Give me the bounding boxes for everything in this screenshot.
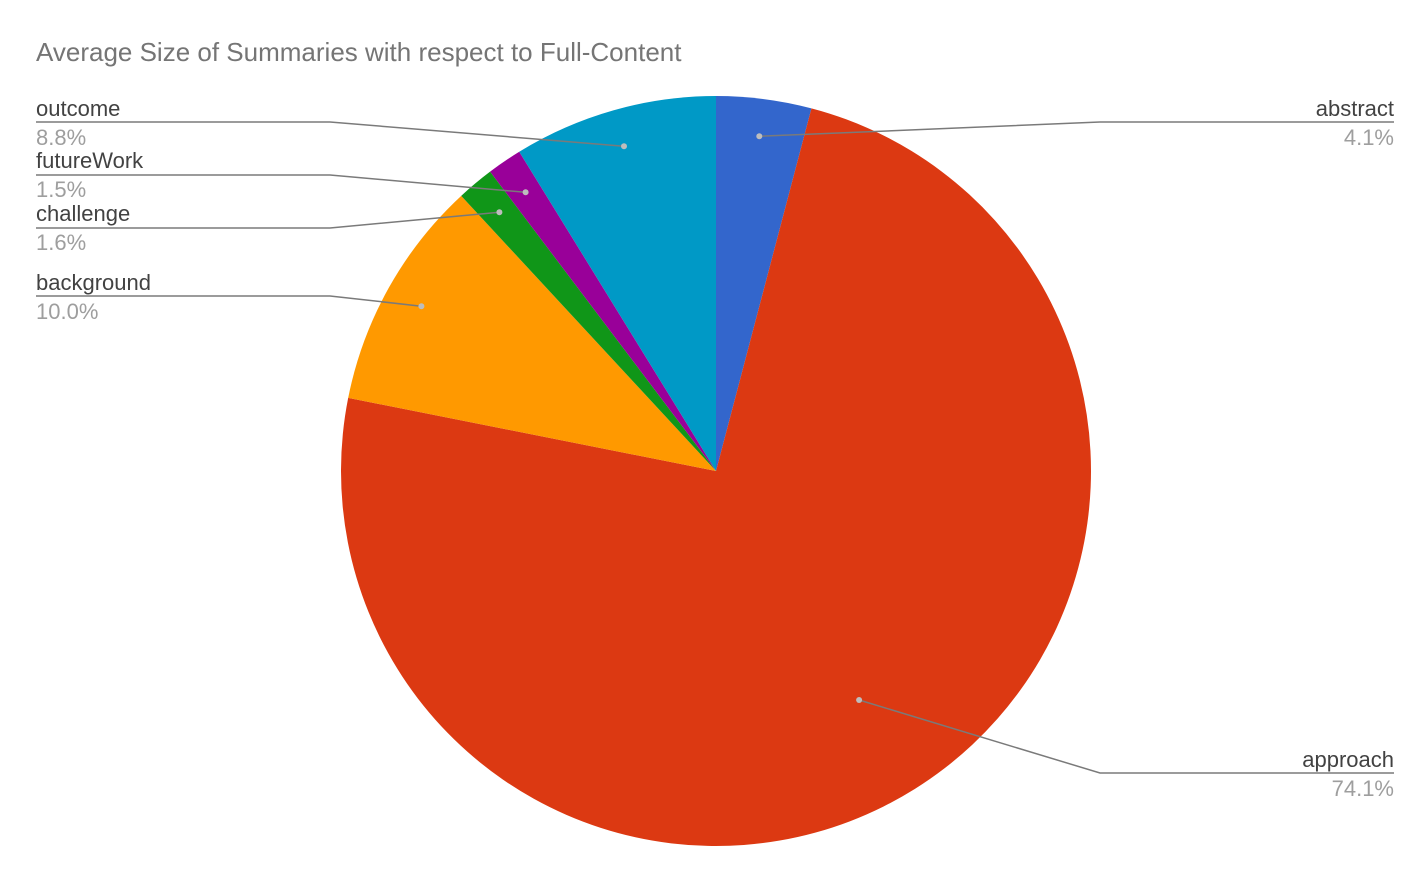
pie-slice-approach[interactable] <box>340 108 1091 846</box>
leader-line-futureWork <box>36 174 526 194</box>
slice-percent-background: 10.0% <box>36 299 98 324</box>
pie-slice-background[interactable] <box>348 195 716 471</box>
leader-dot-abstract <box>756 133 763 140</box>
pie-slice-outcome[interactable] <box>519 96 716 471</box>
leader-dot-background <box>418 303 425 310</box>
slice-percent-challenge: 1.6% <box>36 230 86 255</box>
leader-line-background <box>36 295 422 307</box>
slice-percent-abstract: 4.1% <box>1344 125 1394 150</box>
slice-label-futureWork: futureWork <box>36 148 144 173</box>
leader-dot-outcome <box>621 143 627 150</box>
slice-label-background: background <box>36 270 151 295</box>
pie-slices <box>340 95 1091 846</box>
slice-percent-outcome: 8.8% <box>36 125 86 150</box>
leader-dot-futureWork <box>522 189 529 196</box>
leader-line-outcome <box>36 121 625 148</box>
slice-labels: abstract 4.1% approach 74.1% background 10.0%… <box>36 96 1394 801</box>
pie-slice-abstract[interactable] <box>716 95 812 471</box>
leader-dot-challenge <box>496 209 503 216</box>
leader-line-approach <box>858 699 1394 774</box>
slice-label-challenge: challenge <box>36 201 130 226</box>
slice-label-approach: approach <box>1302 747 1394 772</box>
leader-lines <box>36 121 1394 774</box>
slice-percent-approach: 74.1% <box>1332 776 1394 801</box>
pie-slice-challenge[interactable] <box>461 171 716 471</box>
slice-label-abstract: abstract <box>1316 96 1394 121</box>
chart-title: Average Size of Summaries with respect t… <box>36 37 682 67</box>
leader-line-abstract <box>759 121 1394 138</box>
leader-line-challenge <box>36 211 500 229</box>
slice-percent-futureWork: 1.5% <box>36 177 86 202</box>
leader-dot-approach <box>856 697 863 703</box>
pie-slice-futureWork[interactable] <box>490 151 716 471</box>
slice-label-outcome: outcome <box>36 96 120 121</box>
